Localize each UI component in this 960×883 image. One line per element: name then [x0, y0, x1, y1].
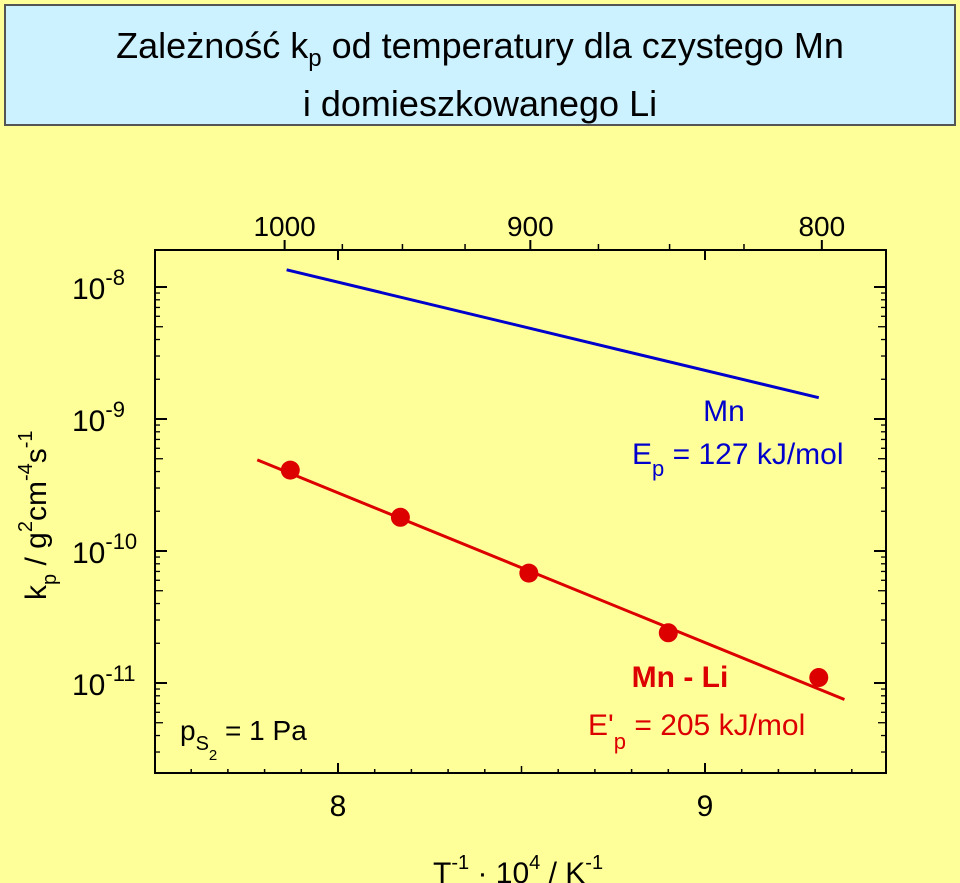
mnli-series-label: Mn - Li [632, 661, 729, 694]
top-tick-label: 1000 [253, 211, 315, 242]
y-tick-label: 10-10 [72, 529, 137, 570]
mn-series-label: Mn [703, 395, 745, 428]
pressure-annotation: pS2 = 1 Pa [180, 715, 307, 764]
series-mnli-point [809, 668, 829, 688]
top-axis: 1000 900 800 [253, 211, 845, 250]
x-tick-label: 9 [697, 790, 714, 823]
series-layer [256, 268, 846, 701]
y-tick-label: 10-9 [72, 397, 125, 438]
series-mnli-point [519, 563, 539, 583]
x-tick-label: 8 [330, 790, 347, 823]
top-tick-label: 900 [507, 211, 554, 242]
series-mn-line [286, 268, 820, 400]
top-tick-label: 800 [798, 211, 845, 242]
y-tick-label: 10-11 [72, 661, 136, 702]
series-mnli-fit-line [256, 458, 846, 701]
mn-activation-energy: Ep = 127 kJ/mol [632, 438, 844, 481]
series-mnli-point [658, 623, 678, 643]
series-mnli-point [280, 460, 300, 480]
mnli-activation-energy: E'p = 205 kJ/mol [588, 709, 805, 754]
chart-title-box: Zależność kp od temperatury dla czystego… [4, 4, 956, 126]
x-axis-title: T-1 · 104 / K-1 [433, 852, 603, 883]
y-tick-label: 10-8 [72, 265, 125, 306]
chart-title-line2: i domieszkowanego Li [302, 83, 658, 125]
y-axis-title: kp / g2cm-4s-1 [15, 430, 61, 600]
y-axis: 10-8 10-9 10-10 10-11 [72, 265, 886, 753]
plot-area-frame [154, 249, 887, 774]
series-mnli-point [390, 507, 410, 527]
chart-title-line1: Zależność kp od temperatury dla czystego… [116, 25, 844, 73]
